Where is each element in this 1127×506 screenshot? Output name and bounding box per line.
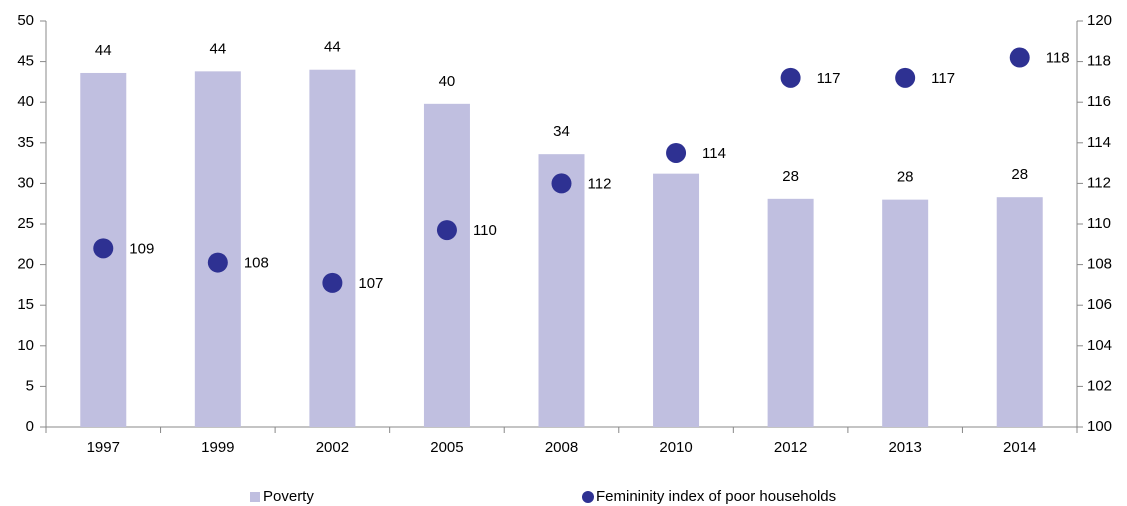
dot bbox=[322, 272, 343, 293]
x-tick-label: 2012 bbox=[774, 439, 807, 456]
dot bbox=[780, 67, 801, 88]
dot bbox=[895, 67, 916, 88]
dot-label: 112 bbox=[588, 175, 612, 192]
dot-label: 117 bbox=[931, 70, 955, 87]
bar-label: 34 bbox=[553, 123, 570, 140]
y-tick-label: 10 bbox=[17, 337, 34, 354]
bar-label: 28 bbox=[782, 168, 799, 185]
x-tick-label: 2014 bbox=[1003, 439, 1036, 456]
dot bbox=[93, 238, 114, 259]
y-tick-label: 35 bbox=[17, 134, 34, 151]
bar bbox=[309, 69, 356, 427]
bar bbox=[423, 103, 470, 427]
legend-label: Poverty bbox=[263, 488, 314, 505]
y2-tick-label: 120 bbox=[1087, 12, 1112, 29]
bar-label: 28 bbox=[897, 169, 914, 186]
dot-label: 118 bbox=[1046, 50, 1070, 67]
dot-label: 108 bbox=[244, 255, 269, 272]
x-tick-label: 2002 bbox=[316, 439, 349, 456]
x-tick-label: 1999 bbox=[201, 439, 234, 456]
dot bbox=[666, 142, 687, 163]
y2-tick-label: 114 bbox=[1087, 134, 1111, 151]
y2-tick-label: 102 bbox=[1087, 377, 1112, 394]
y-tick-label: 25 bbox=[17, 215, 34, 232]
y2-tick-label: 104 bbox=[1087, 337, 1112, 354]
dot bbox=[207, 252, 228, 273]
legend-swatch bbox=[582, 491, 594, 503]
legend-label: Femininity index of poor households bbox=[596, 488, 836, 505]
y-tick-label: 5 bbox=[26, 377, 34, 394]
bar-label: 44 bbox=[324, 39, 341, 56]
y2-tick-label: 106 bbox=[1087, 296, 1112, 313]
dot-label: 117 bbox=[817, 70, 841, 87]
y-tick-label: 20 bbox=[17, 256, 34, 273]
y2-tick-label: 116 bbox=[1087, 93, 1111, 110]
x-tick-label: 2010 bbox=[659, 439, 692, 456]
bar-label: 44 bbox=[95, 42, 112, 59]
x-tick-label: 2008 bbox=[545, 439, 578, 456]
y-tick-label: 0 bbox=[26, 418, 34, 435]
x-tick-label: 1997 bbox=[87, 439, 120, 456]
legend-swatch bbox=[250, 492, 260, 502]
y2-tick-label: 112 bbox=[1087, 174, 1111, 191]
y-tick-label: 45 bbox=[17, 53, 34, 70]
bar bbox=[653, 173, 700, 427]
bar-label: 28 bbox=[1011, 166, 1028, 183]
bar bbox=[194, 71, 241, 428]
dot-label: 109 bbox=[129, 240, 154, 257]
dot bbox=[1009, 47, 1030, 68]
y2-tick-label: 100 bbox=[1087, 418, 1112, 435]
x-tick-label: 2005 bbox=[430, 439, 463, 456]
bar bbox=[882, 199, 929, 427]
x-tick-label: 2013 bbox=[888, 439, 921, 456]
dot-label: 107 bbox=[358, 275, 383, 292]
y2-tick-label: 108 bbox=[1087, 256, 1112, 273]
dot-label: 114 bbox=[702, 145, 726, 162]
bar bbox=[538, 154, 585, 427]
y-tick-label: 40 bbox=[17, 93, 34, 110]
y2-tick-label: 118 bbox=[1087, 53, 1111, 70]
y-tick-label: 30 bbox=[17, 174, 34, 191]
bar bbox=[996, 197, 1043, 427]
bar bbox=[767, 198, 814, 427]
y-tick-label: 15 bbox=[17, 296, 34, 313]
dot bbox=[436, 220, 457, 241]
y2-tick-label: 110 bbox=[1087, 215, 1111, 232]
dot bbox=[551, 173, 572, 194]
dot-label: 110 bbox=[473, 222, 497, 239]
bar-label: 44 bbox=[209, 40, 226, 57]
bar-label: 40 bbox=[439, 73, 456, 90]
y-tick-label: 50 bbox=[17, 12, 34, 29]
